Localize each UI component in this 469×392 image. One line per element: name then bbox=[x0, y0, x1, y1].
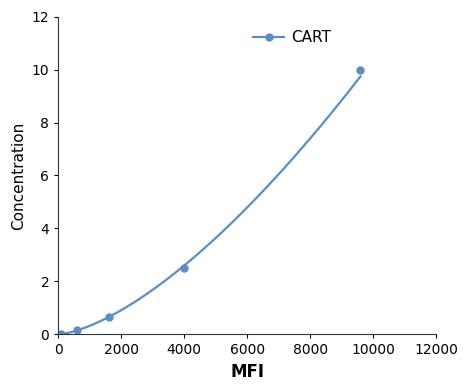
X-axis label: MFI: MFI bbox=[230, 363, 264, 381]
Legend: CART: CART bbox=[247, 24, 338, 51]
Y-axis label: Concentration: Concentration bbox=[11, 122, 26, 230]
